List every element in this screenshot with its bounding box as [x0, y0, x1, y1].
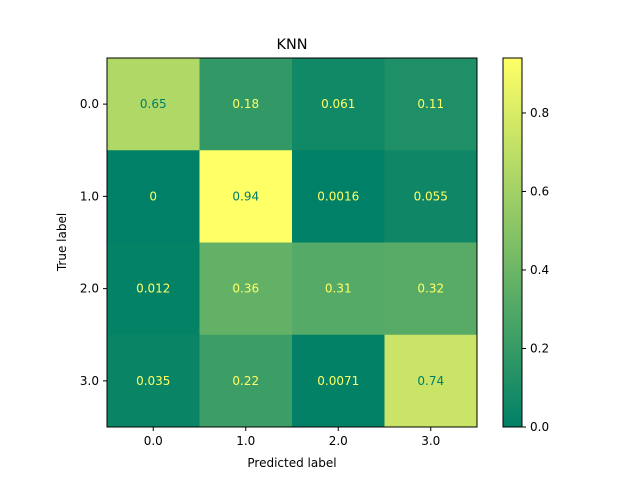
cell-value-label: 0.0016: [317, 189, 359, 203]
x-tick-label: 1.0: [236, 434, 255, 448]
colorbar-tick-label: 0.6: [530, 184, 549, 198]
cell-value-label: 0: [149, 189, 157, 203]
y-tick-label: 1.0: [80, 189, 99, 203]
colorbar-tick-label: 0.8: [530, 106, 549, 120]
colorbar-tick-label: 0.4: [530, 263, 549, 277]
colorbar-tick-label: 0.0: [530, 420, 549, 434]
cell-value-label: 0.11: [417, 97, 444, 111]
cell-value-label: 0.32: [417, 282, 444, 296]
cell-value-label: 0.0071: [317, 374, 359, 388]
cell-value-label: 0.65: [140, 97, 167, 111]
heatmap-cell: [107, 334, 200, 428]
y-tick-label: 2.0: [80, 282, 99, 296]
heatmap-cell: [107, 242, 200, 336]
cell-value-label: 0.18: [232, 97, 259, 111]
heatmap-cell: [384, 334, 478, 428]
heatmap-cell: [292, 242, 385, 336]
x-tick-label: 2.0: [329, 434, 348, 448]
colorbar-ticks: 0.0 0.2 0.4 0.6 0.8: [522, 106, 549, 434]
x-tick-label: 3.0: [421, 434, 440, 448]
cell-value-label: 0.012: [136, 282, 170, 296]
colorbar-tick-label: 0.2: [530, 341, 549, 355]
cell-value-label: 0.035: [136, 374, 170, 388]
y-axis-ticks: 0.0 1.0 2.0 3.0: [80, 97, 107, 388]
heatmap-cell: [107, 58, 200, 151]
cell-value-label: 0.055: [414, 189, 448, 203]
heatmap-cell: [292, 58, 385, 151]
y-tick-label: 0.0: [80, 97, 99, 111]
cell-value-label: 0.061: [321, 97, 355, 111]
heatmap-cell: [384, 150, 478, 243]
x-axis-label: Predicted label: [247, 456, 336, 470]
heatmap-cell: [107, 150, 200, 243]
heatmap-cell: [199, 242, 293, 336]
heatmap-cell: [292, 334, 385, 428]
heatmap-cell: [199, 150, 293, 243]
x-axis-ticks: 0.0 1.0 2.0 3.0: [144, 427, 440, 448]
heatmap-cell: [199, 334, 293, 428]
x-tick-label: 0.0: [144, 434, 163, 448]
heatmap-cell: [199, 58, 293, 151]
cell-value-label: 0.36: [232, 282, 259, 296]
cell-value-label: 0.94: [232, 189, 259, 203]
heatmap-cell: [384, 242, 478, 336]
cell-value-label: 0.74: [417, 374, 444, 388]
y-axis-label: True label: [55, 213, 69, 272]
cell-value-label: 0.22: [232, 374, 259, 388]
cell-value-label: 0.31: [325, 282, 352, 296]
heatmap-cell: [384, 58, 478, 151]
colorbar: [502, 57, 523, 428]
chart-title: KNN: [277, 37, 308, 53]
heatmap-value-labels: 0.65 0.18 0.061 0.11 0 0.94 0.0016 0.055 0.012 0.…: [136, 97, 448, 388]
y-tick-label: 3.0: [80, 374, 99, 388]
heatmap-cell: [292, 150, 385, 243]
heatmap-cells: [107, 58, 478, 428]
plot-frame: [106, 57, 478, 428]
